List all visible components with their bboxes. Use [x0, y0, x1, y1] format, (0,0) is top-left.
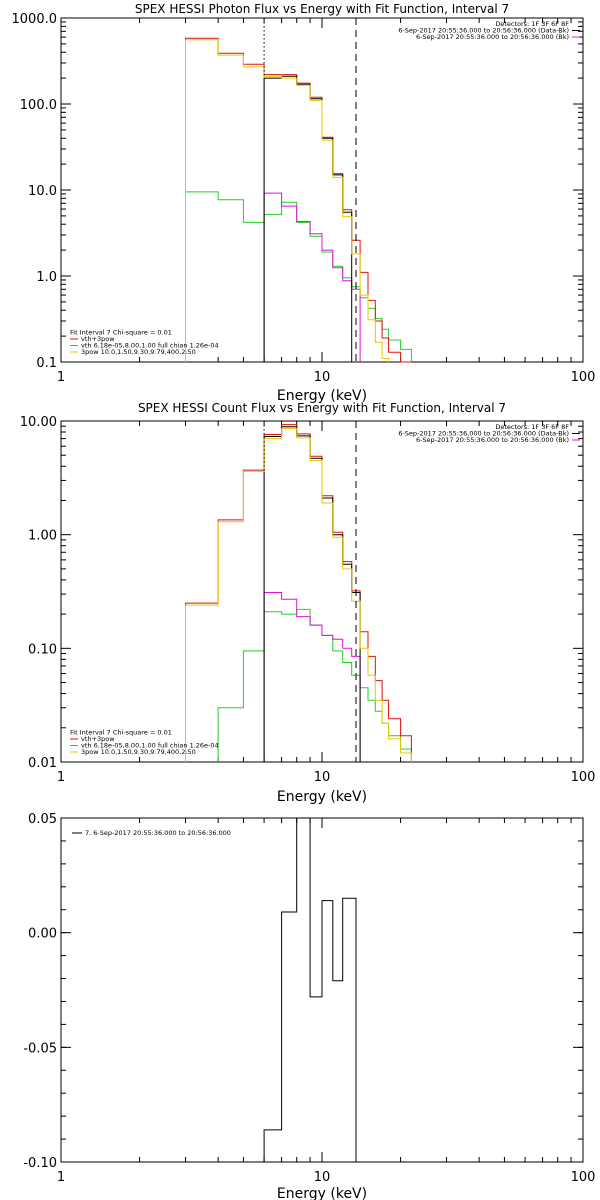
series-yellow-line [185, 427, 412, 762]
series-black-line [263, 75, 353, 362]
y-tick-label: -0.05 [23, 1041, 57, 1056]
series-yellow-line [185, 39, 390, 362]
y-tick-label: 0.01 [28, 756, 57, 771]
x-tick-label: 10 [314, 770, 331, 785]
legend-entry: Detectors: 1F 3F 6F 8F [495, 20, 569, 28]
legend-entry: 6-Sep-2017 20:55:36.000 to 20:56:36.000 … [398, 430, 569, 438]
legend-entry: Fit Interval 7 Chi-square = 0.01 [70, 729, 172, 737]
x-tick-label: 100 [571, 370, 596, 385]
y-tick-label: 1000.0 [12, 12, 58, 27]
x-axis-label: Energy (keV) [277, 388, 367, 404]
series-black-line [263, 426, 361, 762]
x-tick-label: 100 [571, 770, 596, 785]
y-tick-label: 10.00 [20, 415, 57, 430]
y-tick-label: 1.0 [36, 270, 57, 285]
y-tick-label: -0.10 [23, 1156, 57, 1171]
y-tick-label: 0.05 [28, 812, 57, 827]
x-tick-label: 1 [57, 1170, 65, 1185]
chart-title: SPEX HESSI Count Flux vs Energy with Fit… [138, 401, 506, 415]
legend-entry: Detectors: 1F 3F 6F 8F [495, 423, 569, 431]
x-tick-label: 1 [57, 370, 65, 385]
x-axis-label: Energy (keV) [277, 789, 367, 805]
x-tick-label: 10 [314, 370, 331, 385]
chart-panel-1: SPEX HESSI Photon Flux vs Energy with Fi… [12, 2, 596, 404]
legend-entry: 3pow 10.0,1.50,9.30,9.79,400,2.50 [81, 348, 196, 356]
legend-entry: vth 6.18e-05,8.00,1.00 full chian 1.26e-… [81, 742, 219, 750]
chart-panel-3: 1 10 100 -0.10 -0.05 0.00 0.05 Energy (keV) 7. 6… [23, 812, 595, 1200]
legend-entry: vth 6.18e-05,8.00,1.00 full chian 1.26e-… [81, 342, 219, 350]
y-tick-label: 100.0 [20, 98, 57, 113]
legend-entry: vth+3pow [81, 335, 115, 343]
plot-frame [60, 17, 584, 363]
legend-entry: 3pow 10.0,1.50,9.30,9.79,400,2.50 [81, 748, 196, 756]
y-tick-label: 0.10 [28, 642, 57, 657]
y-tick-label: 0.00 [28, 927, 57, 942]
series-black-line [263, 817, 357, 1162]
legend-entry: 7. 6-Sep-2017 20:55:36.000 to 20:56:36.0… [85, 829, 231, 837]
legend-entry: 6-Sep-2017 20:55:36.000 to 20:56:36.000 … [398, 27, 569, 35]
y-tick-label: 10.0 [28, 184, 57, 199]
legend-entry: 6-Sep-2017 20:55:36.000 to 20:56:36.000 … [416, 33, 569, 41]
y-tick-label: 1.00 [28, 529, 57, 544]
x-axis-label: Energy (keV) [277, 1186, 367, 1200]
x-tick-label: 100 [571, 1170, 596, 1185]
series-green-line [185, 191, 412, 362]
chart-panel-2: SPEX HESSI Count Flux vs Energy with Fit… [20, 401, 596, 805]
chart-title: SPEX HESSI Photon Flux vs Energy with Fi… [135, 2, 509, 16]
series-red-line [185, 37, 412, 363]
legend-entry: Fit Interval 7 Chi-square = 0.01 [70, 329, 172, 337]
y-tick-label: 0.1 [36, 356, 57, 371]
legend-entry: vth+3pow [81, 735, 115, 743]
x-tick-label: 1 [57, 770, 65, 785]
legend-entry: 6-Sep-2017 20:55:36.000 to 20:56:36.000 … [416, 436, 569, 444]
x-tick-label: 10 [314, 1170, 331, 1185]
series-red-line [185, 424, 412, 762]
series-magenta-line [263, 592, 361, 762]
